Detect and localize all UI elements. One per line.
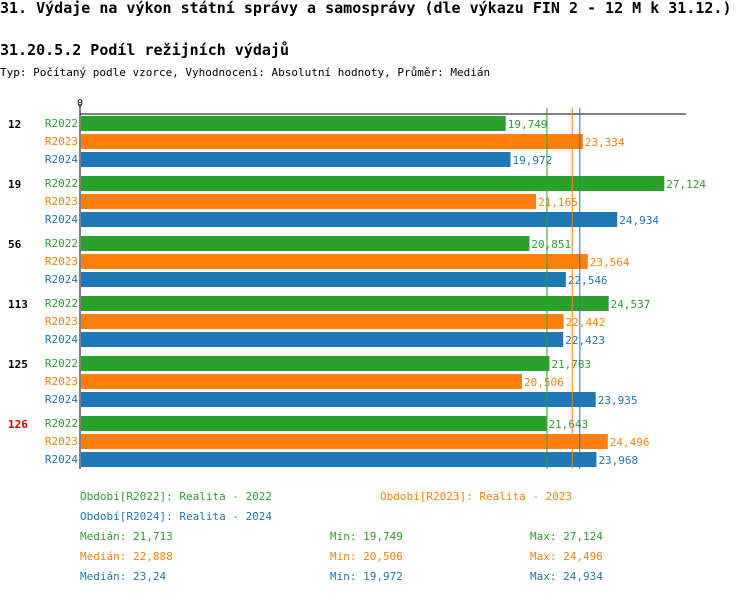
data-label: 27,124: [666, 178, 706, 191]
max-r2024: Max: 24,934: [530, 570, 603, 583]
bar-r2022-12: [81, 116, 506, 131]
bar-r2023-125: [81, 374, 522, 389]
bar-r2024-126: [81, 452, 597, 467]
bar-r2023-12: [81, 134, 583, 149]
data-label: 21,165: [538, 196, 578, 209]
series-label: R2022: [45, 177, 78, 190]
series-label: R2023: [45, 315, 78, 328]
bar-r2024-56: [81, 272, 566, 287]
data-label: 23,968: [598, 454, 638, 467]
category-label-126: 126: [8, 418, 28, 431]
series-label: R2024: [45, 153, 78, 166]
series-label: R2023: [45, 135, 78, 148]
legend-r2023: Období[R2023]: Realita - 2023: [380, 490, 573, 503]
series-label: R2022: [45, 237, 78, 250]
bar-r2022-125: [81, 356, 550, 371]
category-label-19: 19: [8, 178, 21, 191]
category-label-56: 56: [8, 238, 22, 251]
page-title: 31. Výdaje na výkon státní správy a samo…: [0, 0, 732, 17]
x-tick-label-zero: 0: [77, 98, 83, 109]
data-label: 24,537: [611, 298, 651, 311]
series-label: R2024: [45, 333, 78, 346]
median-r2022: Medián: 21,713: [80, 530, 173, 543]
series-label: R2023: [45, 255, 78, 268]
max-r2022: Max: 27,124: [530, 530, 603, 543]
category-label-12: 12: [8, 118, 21, 131]
data-label: 22,442: [566, 316, 606, 329]
bar-r2024-125: [81, 392, 596, 407]
data-label: 23,935: [598, 394, 638, 407]
max-r2023: Max: 24,496: [530, 550, 603, 563]
chart-type-info: Typ: Počítaný podle vzorce, Vyhodnocení:…: [0, 66, 491, 79]
series-label: R2024: [45, 213, 78, 226]
series-label: R2023: [45, 195, 78, 208]
min-r2023: Min: 20,506: [330, 550, 403, 563]
series-label: R2023: [45, 435, 78, 448]
data-label: 23,564: [590, 256, 630, 269]
data-label: 20,851: [531, 238, 571, 251]
series-label: R2024: [45, 273, 78, 286]
data-label: 24,496: [610, 436, 650, 449]
bar-r2022-113: [81, 296, 609, 311]
series-label: R2023: [45, 375, 78, 388]
bar-r2023-19: [81, 194, 537, 209]
data-label: 19,972: [513, 154, 553, 167]
min-r2022: Min: 19,749: [330, 530, 403, 543]
series-label: R2024: [45, 453, 78, 466]
category-label-113: 113: [8, 298, 28, 311]
legend-r2024: Období[R2024]: Realita - 2024: [80, 510, 273, 523]
bar-r2024-12: [81, 152, 511, 167]
chart-subtitle: 31.20.5.2 Podíl režijních výdajů: [0, 41, 289, 59]
series-label: R2022: [45, 297, 78, 310]
bar-r2022-126: [81, 416, 547, 431]
series-label: R2024: [45, 393, 78, 406]
bar-r2024-19: [81, 212, 618, 227]
bar-r2024-113: [81, 332, 564, 347]
bar-r2023-126: [81, 434, 608, 449]
bar-r2022-56: [81, 236, 530, 251]
legend-r2022: Období[R2022]: Realita - 2022: [80, 490, 273, 503]
data-label: 21,783: [551, 358, 591, 371]
data-label: 19,749: [508, 118, 548, 131]
median-r2023: Medián: 22,888: [80, 550, 173, 563]
series-label: R2022: [45, 417, 78, 430]
min-r2024: Min: 19,972: [330, 570, 403, 583]
data-label: 21,643: [548, 418, 588, 431]
data-label: 22,423: [565, 334, 605, 347]
median-r2024: Medián: 23,24: [80, 570, 167, 583]
category-label-125: 125: [8, 358, 28, 371]
data-label: 23,334: [585, 136, 625, 149]
bar-r2022-19: [81, 176, 665, 191]
bar-r2023-113: [81, 314, 564, 329]
data-label: 24,934: [619, 214, 659, 227]
data-label: 20,506: [524, 376, 564, 389]
series-label: R2022: [45, 357, 78, 370]
bar-r2023-56: [81, 254, 588, 269]
data-label: 22,546: [568, 274, 608, 287]
series-label: R2022: [45, 117, 78, 130]
